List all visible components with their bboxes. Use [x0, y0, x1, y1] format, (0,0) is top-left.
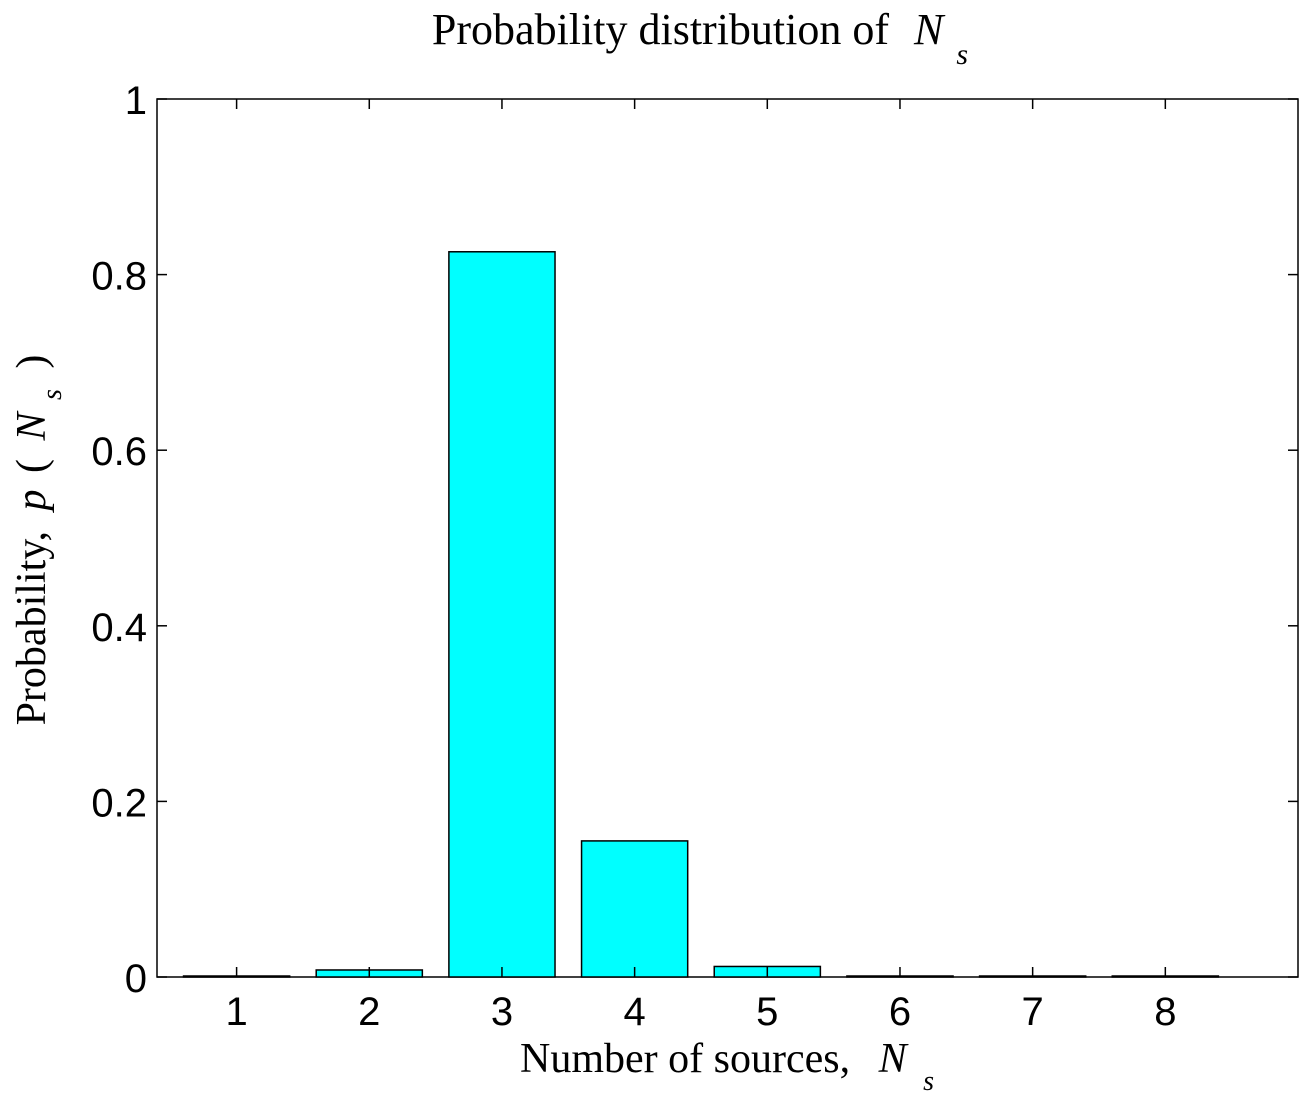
chart-title-sub: s	[956, 38, 968, 71]
plot-area	[156, 98, 1299, 978]
x-tick-label-5: 5	[756, 990, 778, 1034]
y-axis-label-p: p	[9, 489, 55, 513]
ticks-group	[157, 98, 1298, 978]
chart-title-text: Probability distribution of	[432, 5, 889, 54]
x-tick-labels: 1 2 3 4 5 6 7 8	[225, 990, 1176, 1034]
x-tick-label-7: 7	[1022, 990, 1044, 1034]
y-tick-labels: 0 0.2 0.4 0.6 0.8 1	[91, 79, 147, 1001]
y-axis-label-text: Probability,	[9, 531, 55, 725]
y-tick-label-0.2: 0.2	[91, 781, 147, 825]
chart-title: Probability distribution of N s	[432, 5, 968, 71]
chart-title-var: N	[913, 5, 946, 54]
y-tick-label-0.8: 0.8	[91, 255, 147, 299]
y-axis-label: Probability, p ( N s )	[9, 355, 71, 726]
y-axis-label-sub: s	[37, 389, 68, 400]
x-tick-label-2: 2	[358, 990, 380, 1034]
y-axis-label-close: )	[9, 355, 55, 369]
y-axis-label-open: (	[9, 459, 55, 473]
bar-4	[580, 840, 689, 978]
y-tick-label-0.4: 0.4	[91, 606, 147, 650]
x-axis-label-var: N	[878, 1036, 909, 1082]
y-tick-label-1: 1	[125, 79, 147, 123]
y-tick-label-0.6: 0.6	[91, 430, 147, 474]
y-axis-label-var: N	[9, 410, 55, 441]
x-tick-label-8: 8	[1154, 990, 1176, 1034]
x-axis-label-sub: s	[923, 1066, 934, 1097]
bar-3	[448, 251, 556, 978]
x-tick-label-3: 3	[491, 990, 513, 1034]
x-tick-label-1: 1	[225, 990, 247, 1034]
x-axis-label-text: Number of sources,	[520, 1036, 850, 1082]
x-tick-label-6: 6	[889, 990, 911, 1034]
bars-group	[182, 251, 1220, 978]
x-tick-label-4: 4	[624, 990, 646, 1034]
x-axis-label: Number of sources, N s	[520, 1036, 934, 1097]
y-tick-label-0: 0	[125, 957, 147, 1001]
